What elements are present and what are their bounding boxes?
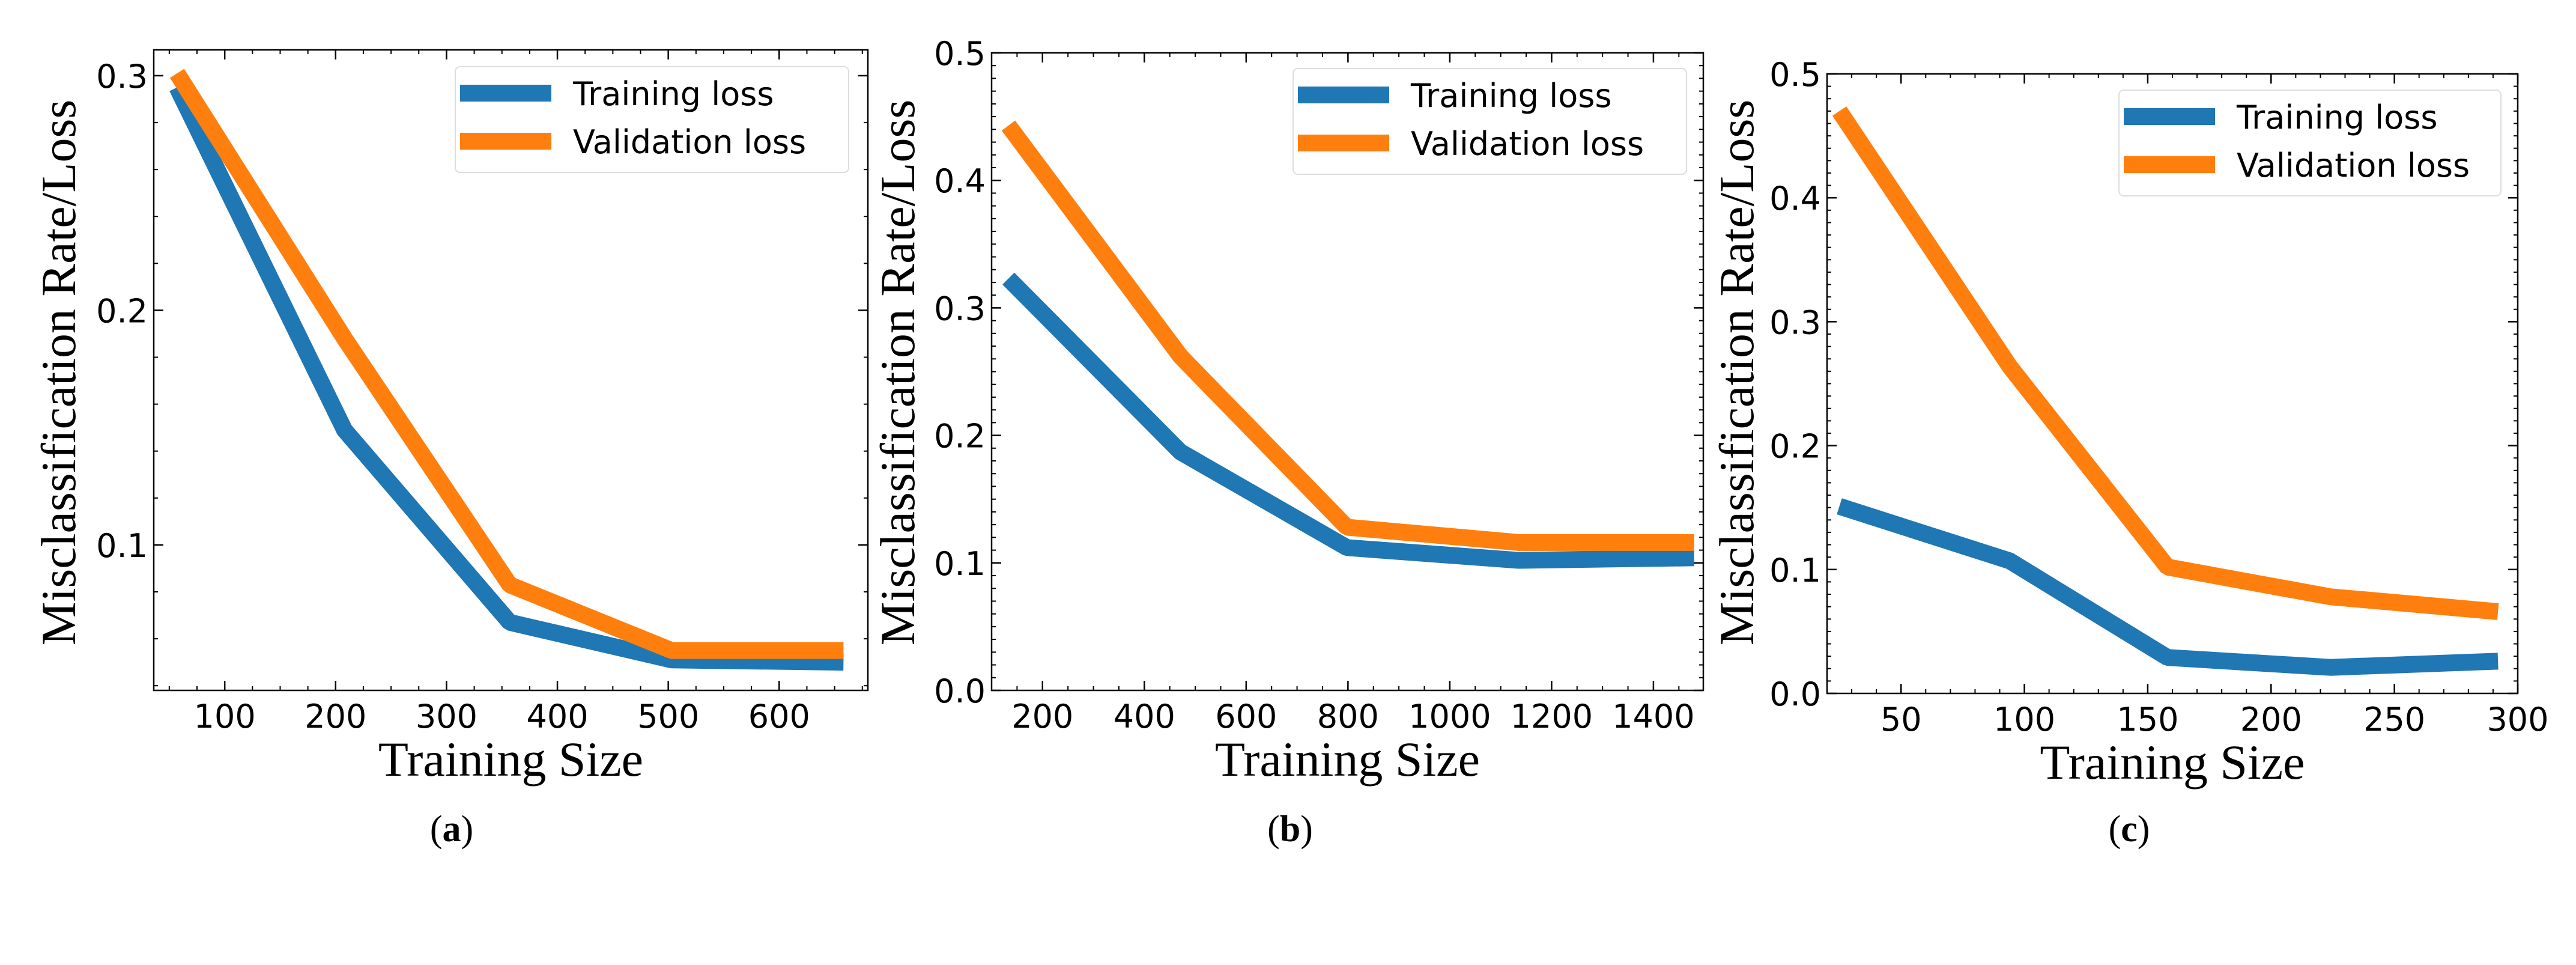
caption-close-paren: ) (2138, 809, 2150, 850)
legend: Training loss Validation loss (1293, 68, 1687, 175)
legend-box (1293, 68, 1687, 175)
caption-open-paren: ( (2109, 809, 2121, 850)
y-tick-label: 0.2 (1769, 428, 1821, 466)
caption-open-paren: ( (1267, 809, 1280, 850)
series-line-validation-loss (169, 68, 844, 659)
caption-letter: b (1280, 809, 1300, 850)
x-tick-label: 200 (305, 698, 366, 735)
x-tick-label: 600 (748, 698, 810, 735)
caption-close-paren: ) (1300, 809, 1313, 850)
x-tick-label: 400 (527, 698, 589, 735)
series-line-training-loss (1002, 272, 1694, 569)
y-tick-label: 0.1 (934, 545, 986, 583)
x-tick-label: 50 (1880, 701, 1922, 738)
y-tick-label: 0.5 (1769, 56, 1821, 94)
legend-label: Validation loss (573, 123, 806, 161)
subplot-caption: (a) (430, 809, 473, 850)
x-tick-label: 500 (637, 698, 699, 735)
legend: Training loss Validation loss (2118, 90, 2502, 196)
subplot-a: 100 200 300 400 500 600 0.1 0.2 0.3 Training Size… (31, 49, 869, 850)
y-tick-label: 0.3 (1769, 303, 1821, 341)
x-tick-label: 400 (1114, 698, 1175, 735)
x-tick-label: 100 (194, 698, 256, 735)
y-tick-label: 0.4 (1769, 180, 1821, 218)
x-axis-label: Training Size (2040, 735, 2305, 790)
y-tick-label: 0.5 (934, 35, 986, 73)
legend-label: Validation loss (1411, 125, 1644, 163)
x-tick-label: 800 (1317, 698, 1379, 735)
x-tick-label: 250 (2363, 701, 2425, 738)
legend-label: Training loss (572, 75, 774, 113)
x-tick-label: 200 (2240, 701, 2302, 738)
series-line-training-loss (1837, 498, 2499, 676)
legend-label: Training loss (1410, 77, 1612, 115)
subplot-c: 50 100 150 200 250 300 0.0 0.1 0.2 0.3 0.4 0.5 Train… (1709, 56, 2549, 850)
y-tick-label: 0.3 (934, 290, 986, 327)
x-tick-label: 1200 (1511, 698, 1593, 735)
y-tick-label: 0.4 (934, 162, 986, 200)
y-tick-label: 0.2 (934, 418, 986, 455)
x-axis-label: Training Size (378, 732, 643, 787)
x-tick-label: 600 (1215, 698, 1277, 735)
x-tick-label: 300 (2487, 701, 2548, 738)
y-tick-label: 0.2 (96, 292, 148, 330)
subplot-b: 200 400 600 800 1000 1200 1400 0.0 0.1 0.2 0.3 0.4 0… (870, 35, 1705, 850)
axes-frame (153, 49, 869, 692)
series-line-training-loss (169, 84, 844, 671)
caption-letter: a (443, 809, 461, 850)
caption-close-paren: ) (461, 809, 474, 850)
series-line-validation-loss (1832, 106, 2499, 620)
y-tick-label: 0.0 (934, 672, 986, 710)
y-tick-label: 0.0 (1769, 675, 1821, 713)
caption-open-paren: ( (430, 809, 443, 850)
x-tick-label: 300 (416, 698, 477, 735)
y-tick-label: 0.1 (96, 527, 148, 565)
series-line-validation-loss (1001, 120, 1694, 551)
legend-label: Training loss (2236, 99, 2438, 136)
x-axis-label: Training Size (1215, 732, 1480, 787)
legend-label: Validation loss (2237, 147, 2470, 184)
x-tick-label: 150 (2117, 701, 2178, 738)
legend-box (455, 66, 849, 173)
subplot-caption: (b) (1267, 809, 1313, 850)
x-tick-label: 200 (1011, 698, 1073, 735)
x-tick-label: 1400 (1612, 698, 1694, 735)
subplot-caption: (c) (2109, 809, 2150, 850)
y-tick-label: 0.1 (1769, 552, 1821, 589)
y-axis-label: Misclassification Rate/Loss (870, 100, 925, 646)
x-tick-label: 1000 (1408, 698, 1491, 735)
x-tick-label: 100 (1993, 701, 2055, 738)
caption-letter: c (2121, 809, 2138, 850)
y-tick-label: 0.3 (96, 58, 148, 96)
y-axis-label: Misclassification Rate/Loss (31, 100, 86, 646)
y-axis-label: Misclassification Rate/Loss (1709, 100, 1764, 646)
legend: Training loss Validation loss (455, 66, 849, 173)
